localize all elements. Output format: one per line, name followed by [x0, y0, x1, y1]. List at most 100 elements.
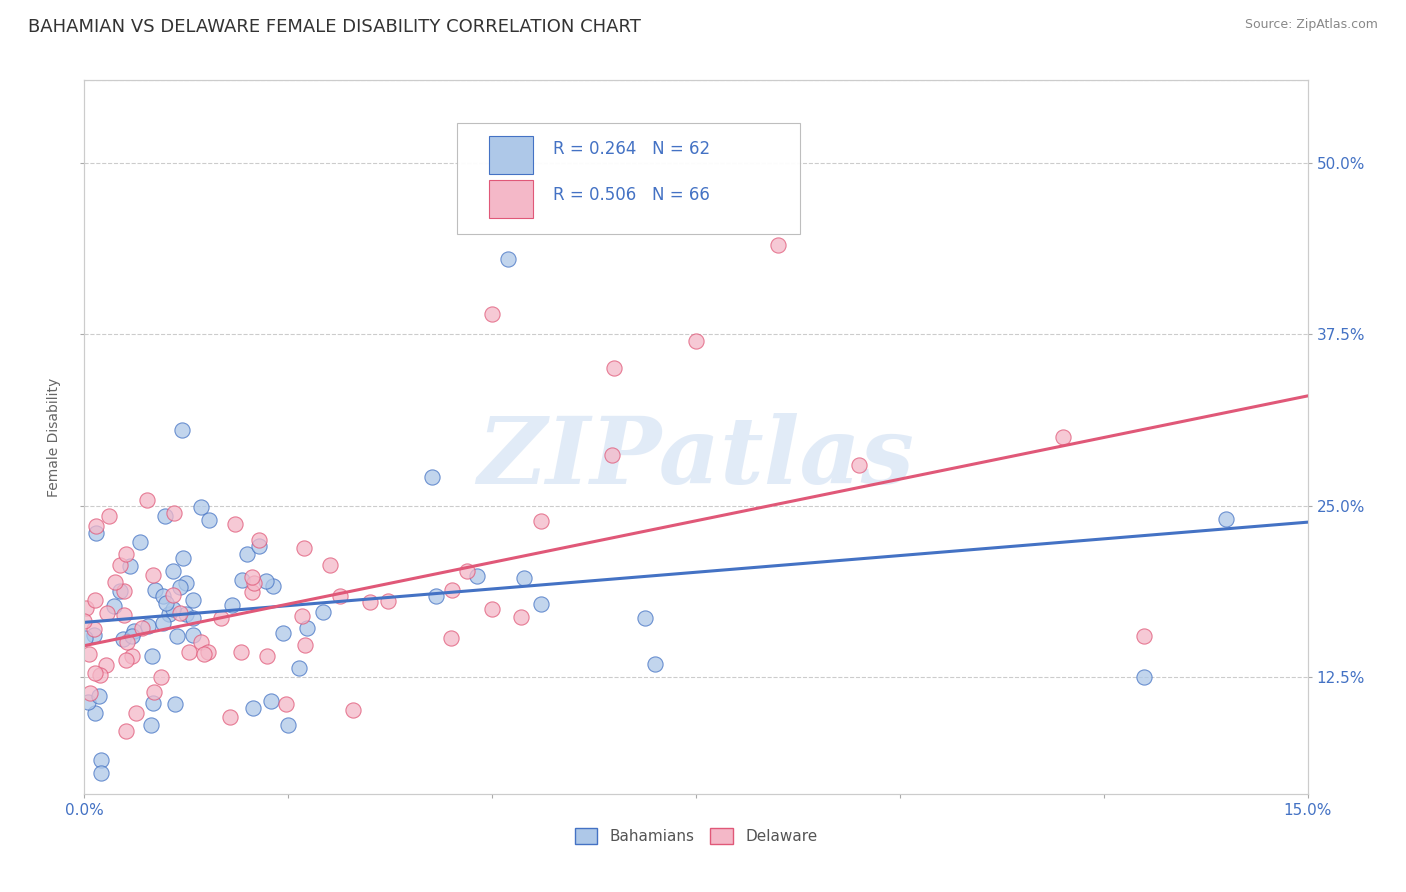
Point [83, 592, 105, 607]
Text: R = 0.264   N = 62: R = 0.264 N = 62 [553, 139, 710, 158]
Point [292, 541, 315, 555]
Point [530, 514, 553, 528]
Point [169, 606, 191, 620]
Point [1215, 512, 1237, 526]
Point [162, 564, 184, 578]
Point [247, 539, 270, 553]
Point [181, 593, 204, 607]
Point [75, 601, 97, 615]
Point [136, 493, 159, 508]
Point [84, 519, 107, 533]
Point [193, 647, 215, 661]
Point [633, 610, 655, 624]
Point [176, 607, 198, 621]
Point [440, 631, 463, 645]
Point [103, 599, 125, 613]
Point [256, 648, 278, 663]
Point [359, 595, 381, 609]
Point [128, 534, 150, 549]
Point [685, 334, 707, 348]
Point [603, 361, 626, 376]
Point [271, 626, 294, 640]
Point [240, 585, 263, 599]
Point [152, 589, 174, 603]
Y-axis label: Female Disability: Female Disability [48, 377, 62, 497]
Point [90, 753, 112, 767]
Point [342, 703, 364, 717]
Point [77, 647, 100, 661]
Point [221, 598, 243, 612]
Point [89, 668, 111, 682]
Point [83, 628, 105, 642]
Point [240, 569, 263, 583]
Point [262, 579, 284, 593]
Point [136, 619, 159, 633]
Point [96, 606, 118, 620]
Text: R = 0.506   N = 66: R = 0.506 N = 66 [553, 186, 710, 203]
Point [190, 500, 212, 514]
Point [481, 307, 503, 321]
Point [294, 638, 316, 652]
Point [114, 653, 136, 667]
Point [291, 608, 314, 623]
Point [441, 583, 464, 598]
Point [79, 686, 101, 700]
Point [84, 666, 107, 681]
Point [247, 533, 270, 547]
Point [149, 670, 172, 684]
FancyBboxPatch shape [489, 180, 533, 219]
Point [155, 596, 177, 610]
Point [73, 614, 96, 628]
Point [169, 580, 191, 594]
Point [122, 624, 145, 638]
Point [172, 551, 194, 566]
Point [1052, 430, 1074, 444]
Point [83, 622, 105, 636]
Point [190, 635, 212, 649]
Point [224, 516, 246, 531]
Text: ZIPatlas: ZIPatlas [478, 414, 914, 503]
Point [121, 629, 143, 643]
Point [174, 575, 197, 590]
Point [181, 627, 204, 641]
Point [143, 583, 166, 598]
Point [77, 695, 100, 709]
Point [231, 573, 253, 587]
Point [274, 698, 297, 712]
Point [153, 509, 176, 524]
Point [166, 630, 188, 644]
Point [465, 569, 488, 583]
Point [163, 506, 186, 520]
Point [254, 574, 277, 589]
Point [141, 717, 163, 731]
Point [142, 696, 165, 710]
Point [114, 547, 136, 561]
Point [84, 706, 107, 720]
Point [530, 597, 553, 611]
Point [163, 697, 186, 711]
Point [108, 583, 131, 598]
Point [162, 601, 184, 615]
Point [121, 648, 143, 663]
Point [197, 645, 219, 659]
Point [97, 509, 120, 524]
Point [644, 657, 666, 671]
Point [425, 589, 447, 603]
Point [111, 632, 134, 647]
Point [766, 238, 789, 252]
Point [456, 564, 478, 578]
Point [319, 558, 342, 573]
Point [1133, 670, 1156, 684]
Point [602, 448, 624, 462]
Point [177, 645, 200, 659]
Point [481, 601, 503, 615]
Text: BAHAMIAN VS DELAWARE FEMALE DISABILITY CORRELATION CHART: BAHAMIAN VS DELAWARE FEMALE DISABILITY C… [28, 18, 641, 36]
Point [84, 526, 107, 541]
Point [513, 571, 536, 585]
Point [1133, 629, 1156, 643]
Point [162, 588, 184, 602]
Point [420, 469, 443, 483]
Point [498, 252, 520, 266]
Point [260, 694, 283, 708]
Point [152, 615, 174, 630]
